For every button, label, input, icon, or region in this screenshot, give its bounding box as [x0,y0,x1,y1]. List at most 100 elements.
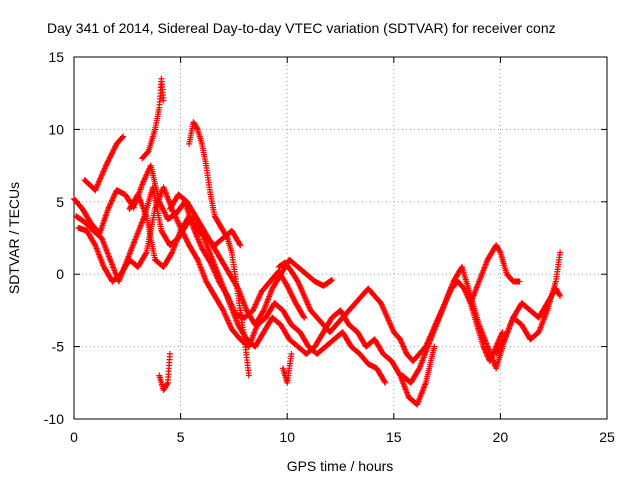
data-point [291,297,298,304]
y-tick-label: 10 [48,121,64,137]
data-point [288,292,295,299]
x-tick-label: 25 [599,429,615,445]
data-point [106,154,113,161]
series-track-11 [467,242,523,307]
data-point [184,239,191,246]
series-track-5 [139,75,167,162]
data-point [160,208,167,215]
data-point [237,242,244,249]
data-point [166,350,173,357]
data-point [290,294,297,301]
series-track-8 [166,191,438,408]
x-tick-label: 15 [386,429,402,445]
data-point [110,146,117,153]
data-point [110,147,117,154]
series-track-7 [186,119,252,379]
data-point [286,288,293,295]
data-point [193,255,200,262]
data-point [289,293,296,300]
data-point [236,241,243,248]
data-point [160,206,167,213]
data-point [162,210,169,217]
data-point [288,290,295,297]
data-point [284,284,291,291]
data-point [158,202,165,209]
data-point [431,343,438,350]
x-tick-label: 0 [70,429,78,445]
data-point [182,235,189,242]
data-point [159,205,166,212]
data-point [285,285,292,292]
data-point [108,150,115,157]
data-point [260,308,267,315]
data-point [108,151,115,158]
data-point [286,286,293,293]
data-point [499,329,506,336]
data-point [103,161,110,168]
data-point [160,97,167,104]
data-point [168,250,175,257]
data-point [164,381,171,388]
data-point [180,231,187,238]
data-point [91,241,98,248]
data-point [183,236,190,243]
data-point [191,212,198,219]
grid [74,57,607,419]
data-point [415,366,422,373]
data-point [112,143,119,150]
data-point [557,249,564,256]
data-point [193,125,200,132]
chart-title: Day 341 of 2014, Sidereal Day-to-day VTE… [47,20,556,36]
series-track-6 [156,350,173,394]
y-tick-label: -10 [44,411,64,427]
plot-frame [73,56,608,420]
data-point [184,238,191,245]
data-point [111,144,118,151]
data-point [142,250,149,257]
y-tick-label: 15 [48,49,64,65]
series-track-14 [279,350,295,386]
data-point [284,282,291,289]
data-point [245,372,252,379]
series-track-1 [71,162,308,321]
y-axis-label: SDTVAR / TECUs [6,182,22,294]
data-point [219,306,226,313]
y-tick-label: -5 [52,339,65,355]
data-point [161,209,168,216]
data-point [109,149,116,156]
x-tick-label: 20 [493,429,509,445]
series-track-3 [75,184,389,386]
data-point [382,379,389,386]
data-point [106,155,113,162]
x-axis-label: GPS time / hours [287,458,394,474]
x-tick-label: 5 [177,429,185,445]
data-point [288,350,295,357]
data-point [557,292,564,299]
data-point [496,248,503,255]
data-point [119,134,126,141]
data-point [104,159,111,166]
data-point [105,157,112,164]
data-point [500,337,507,344]
y-tick-label: 5 [56,194,64,210]
data-point [328,276,335,283]
data-point [182,234,189,241]
data-point [144,149,151,156]
data-point [301,314,308,321]
data-point [162,212,169,219]
data-point [290,296,297,303]
data-point [158,204,165,211]
data-point [516,278,523,285]
axis-ticks: 0 5 10 15 20 25 -10 -5 0 5 10 15 [44,49,615,445]
series-track-10 [399,263,564,386]
data-point [287,289,294,296]
y-tick-label: 0 [56,266,64,282]
series-track-12 [493,249,564,357]
data-point [120,133,127,140]
series-track-4 [81,133,127,194]
data-point [181,232,188,239]
data-point [102,162,109,169]
data-point [300,313,307,320]
data-point [104,158,111,165]
